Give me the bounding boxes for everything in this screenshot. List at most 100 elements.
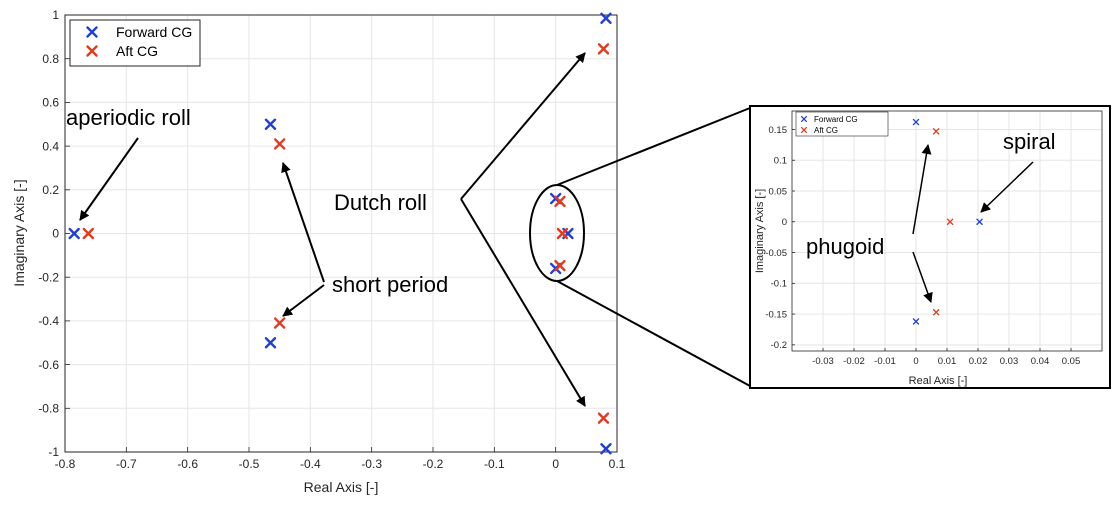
main-point-forward <box>264 118 277 130</box>
inset-y-tick-label: 0.1 <box>774 156 787 167</box>
main-data-marks <box>68 12 612 455</box>
main-point-aft <box>597 43 610 55</box>
main-point-aft <box>273 317 286 329</box>
inset-x-tick-label: -0.02 <box>843 356 865 367</box>
inset-x-tick-label: 0 <box>913 356 918 367</box>
inset-y-tick-label: 0.05 <box>769 186 788 197</box>
main-y-tick-label: 0.6 <box>42 96 59 110</box>
arrow-dutch-roll-up <box>460 52 586 200</box>
main-x-tick-label: -0.1 <box>484 457 505 471</box>
main-legend: Forward CG Aft CG <box>69 19 201 67</box>
main-y-tick-label: -0.2 <box>38 270 59 284</box>
arrow-aperiodic-roll <box>79 137 139 221</box>
inset-legend-marker-aft <box>800 126 808 134</box>
inset-x-tick-label: -0.01 <box>874 356 896 367</box>
inset-legend-label-aft: Aft CG <box>814 126 838 135</box>
annotation-dutch-roll: Dutch roll <box>334 190 427 215</box>
arrow-dutch-roll-down <box>460 198 586 407</box>
main-legend-marker-forward <box>86 26 98 38</box>
main-x-tick-label: -0.3 <box>361 457 382 471</box>
main-x-tick-label: 0.1 <box>609 457 626 471</box>
inset-y-axis-label: Imaginary Axis [-] <box>754 189 766 273</box>
main-y-axis-label: Imaginary Axis [-] <box>11 179 27 286</box>
zoom-connector-top <box>556 107 751 186</box>
inset-x-tick-label: 0.03 <box>1000 356 1019 367</box>
main-point-aft <box>82 227 95 240</box>
annotation-short-period: short period <box>332 272 448 297</box>
inset-y-tick-label: -0.05 <box>765 248 787 259</box>
inset-x-tick-label: 0.02 <box>969 356 988 367</box>
arrow-short-period-up <box>281 162 325 283</box>
main-y-tick-label: 0.4 <box>42 139 59 153</box>
inset-y-tick-label: -0.1 <box>771 279 787 290</box>
main-plot-border <box>64 14 618 453</box>
main-y-tick-label: -0.4 <box>38 314 59 328</box>
main-x-axis-label: Real Axis [-] <box>304 479 379 495</box>
inset-x-tick-label: 0.04 <box>1031 356 1050 367</box>
inset-data-marks <box>912 118 983 325</box>
main-point-aft <box>556 227 569 240</box>
main-point-aft <box>597 412 610 424</box>
main-point-aft <box>273 138 286 150</box>
inset-legend: Forward CG Aft CG <box>795 111 889 137</box>
main-x-tick-label: -0.4 <box>300 457 321 471</box>
main-y-tick-label: 0.8 <box>42 52 59 66</box>
inset-y-tick-label: 0 <box>782 217 787 228</box>
main-y-tick-label: -0.8 <box>38 402 59 416</box>
arrow-phugoid-down <box>912 251 933 303</box>
inset-legend-label-forward: Forward CG <box>814 115 858 124</box>
inset-point-forward <box>912 318 920 325</box>
main-x-tick-label: -0.5 <box>239 457 260 471</box>
main-y-tick-label: 0.2 <box>42 183 59 197</box>
main-y-tick-label: -0.6 <box>38 358 59 372</box>
main-point-forward <box>68 227 80 240</box>
arrow-spiral <box>980 161 1034 213</box>
inset-y-tick-label: -0.15 <box>765 309 787 320</box>
main-legend-box <box>69 19 201 67</box>
zoom-connector-bottom <box>556 280 751 387</box>
main-legend-label-forward: Forward CG <box>116 24 192 40</box>
inset-point-aft <box>932 308 940 316</box>
main-point-forward <box>600 443 612 455</box>
main-x-tick-label: -0.7 <box>116 457 137 471</box>
inset-frame <box>749 105 1111 389</box>
main-chart: -0.8 -0.7 -0.6 -0.5 -0.4 -0.3 -0.2 -0.1 0 0.1-1-0… <box>11 8 626 495</box>
main-legend-label-aft: Aft CG <box>116 43 158 59</box>
inset-grid <box>792 111 1102 351</box>
annotation-phugoid: phugoid <box>806 234 884 259</box>
inset-x-tick-label: 0.01 <box>938 356 957 367</box>
inset-y-tick-label: 0.15 <box>769 125 788 136</box>
inset-x-tick-label: -0.03 <box>812 356 834 367</box>
main-point-forward <box>600 12 612 24</box>
main-x-tick-label: 0 <box>552 457 559 471</box>
arrow-short-period-down <box>282 284 325 317</box>
inset-legend-box <box>795 111 889 137</box>
main-point-aft <box>554 259 566 272</box>
main-x-tick-label: -0.6 <box>177 457 198 471</box>
main-x-tick-label: -0.8 <box>55 457 76 471</box>
inset-legend-marker-forward <box>800 115 808 123</box>
inset-point-forward <box>912 118 920 126</box>
inset-point-forward <box>976 218 983 226</box>
main-point-aft <box>554 195 566 208</box>
main-y-tick-label: -1 <box>48 445 59 459</box>
inset-point-aft <box>946 218 954 226</box>
main-y-tick-label: 0 <box>52 227 59 241</box>
main-y-tick-label: 1 <box>52 8 59 22</box>
main-x-tick-label: -0.2 <box>423 457 444 471</box>
main-point-forward <box>264 337 277 349</box>
annotation-aperiodic-roll: aperiodic roll <box>66 105 191 130</box>
arrow-phugoid-up <box>912 144 932 235</box>
inset-plot-border <box>791 110 1103 352</box>
main-tick-labels: -0.8 -0.7 -0.6 -0.5 -0.4 -0.3 -0.2 -0.1 0 0.1-1-0… <box>38 8 625 471</box>
inset-x-axis-label: Real Axis [-] <box>909 375 968 387</box>
inset-tick-labels: -0.03 -0.02 -0.01 0 0.01 0.02 0.03 0.04 0.05 -0.2… <box>765 125 1080 367</box>
inset-chart: -0.03 -0.02 -0.01 0 0.01 0.02 0.03 0.04 0.05 -0.2… <box>749 105 1111 389</box>
inset-y-tick-label: -0.2 <box>771 340 787 351</box>
inset-x-tick-label: 0.05 <box>1062 356 1081 367</box>
inset-point-aft <box>932 128 940 135</box>
main-legend-marker-aft <box>86 45 98 57</box>
annotation-spiral: spiral <box>1003 129 1056 154</box>
